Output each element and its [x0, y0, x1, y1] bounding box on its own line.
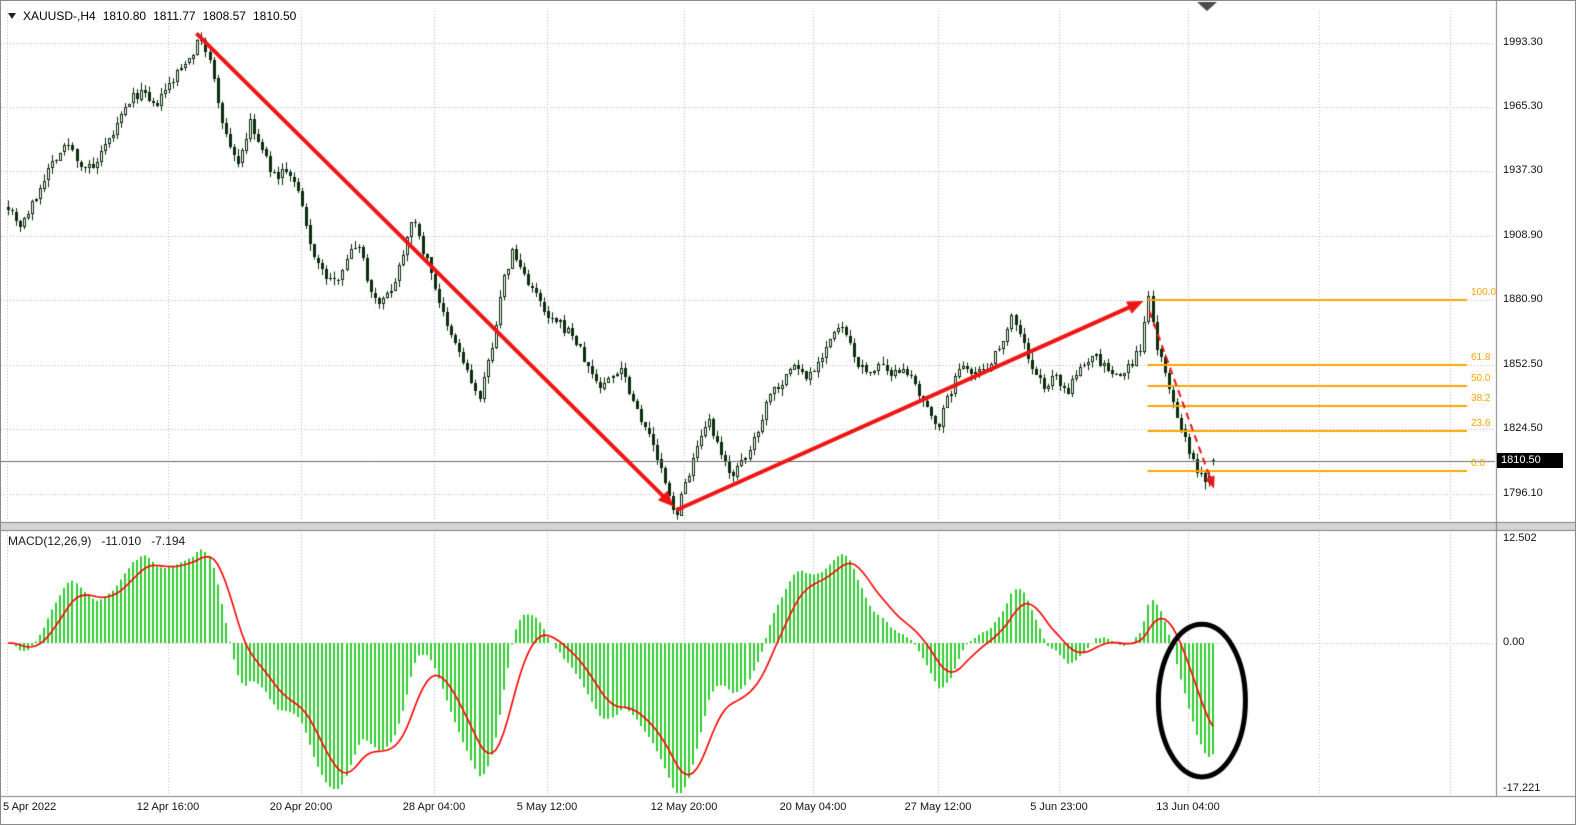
ohlc-open: 1810.80 [102, 9, 147, 23]
current-price-badge: 1810.50 [1497, 453, 1563, 468]
macd-main-value: -11.010 [101, 534, 142, 548]
symbol-timeframe: XAUUSD-,H4 [23, 9, 96, 23]
symbol-header: XAUUSD-,H4 1810.80 1811.77 1808.57 1810.… [8, 9, 296, 23]
collapse-ohlc-icon[interactable] [8, 13, 16, 19]
macd-header: MACD(12,26,9) -11.010 -7.194 [8, 534, 185, 548]
ohlc-close: 1810.50 [252, 9, 297, 23]
macd-title: MACD(12,26,9) [8, 534, 92, 548]
ohlc-high: 1811.77 [153, 9, 196, 23]
macd-signal-value: -7.194 [151, 534, 186, 548]
ohlc-low: 1808.57 [202, 9, 246, 23]
